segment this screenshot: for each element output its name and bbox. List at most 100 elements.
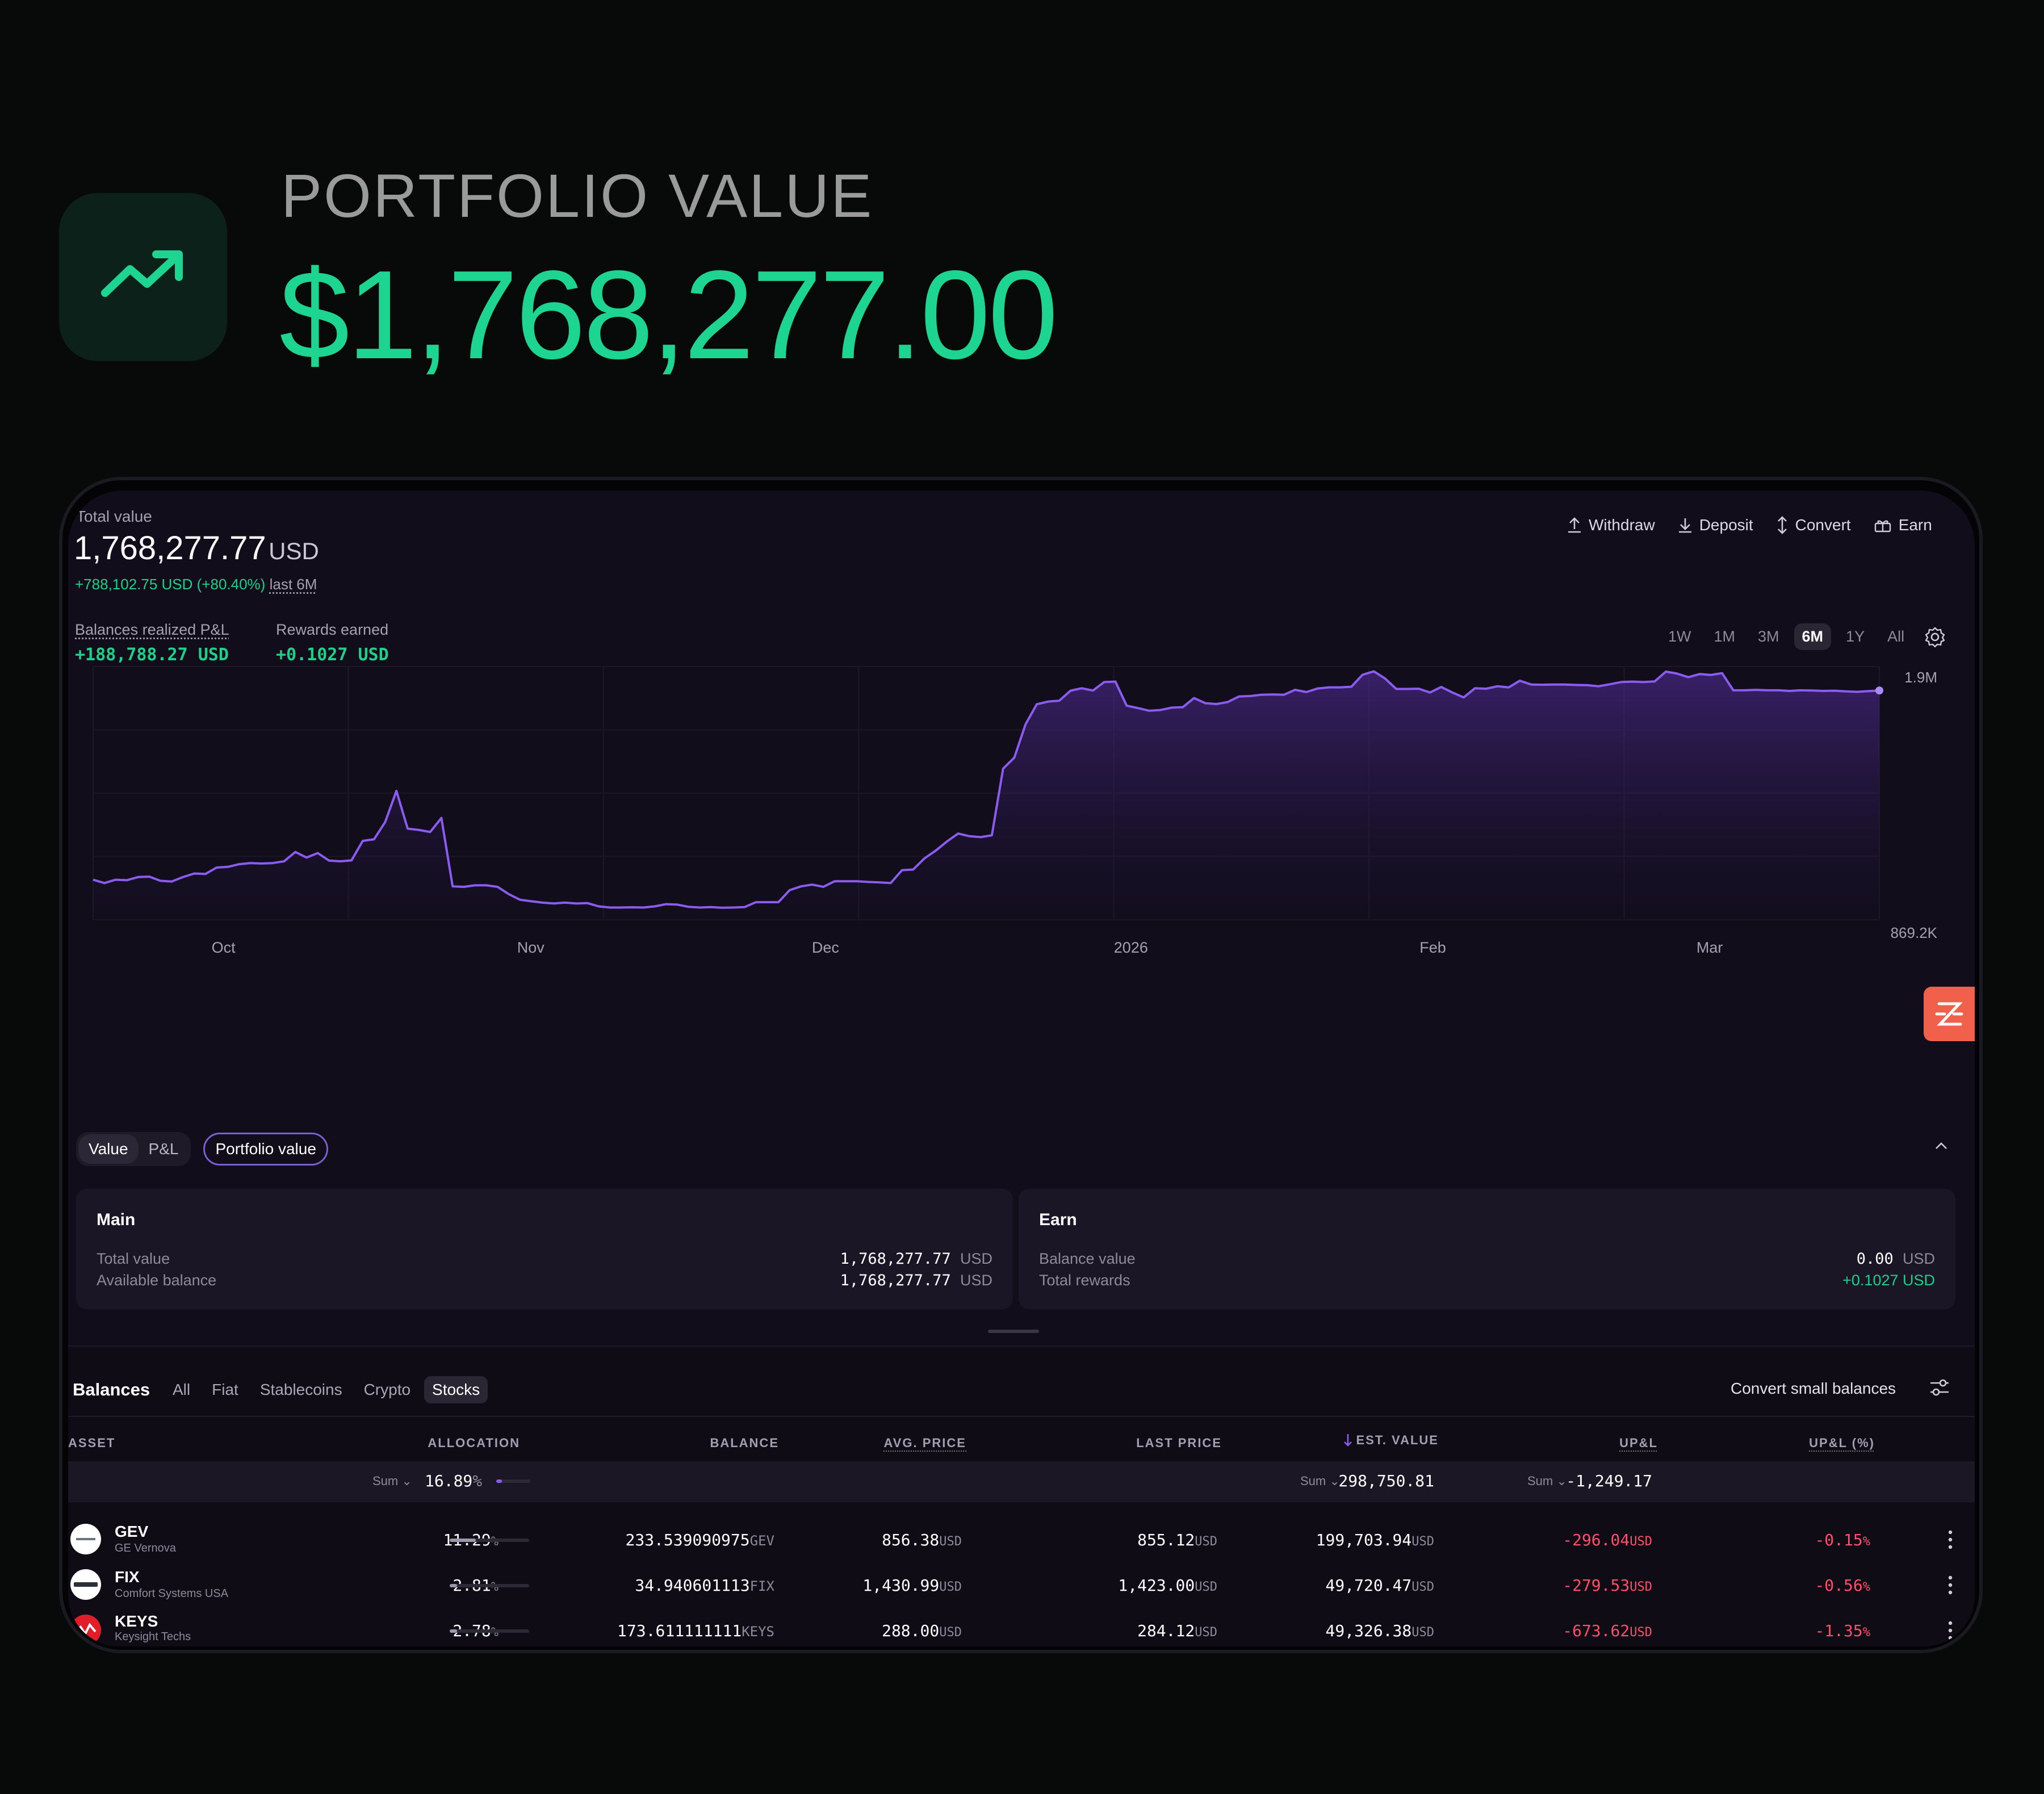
upl-pct-value: -0.15% [1815,1531,1870,1549]
last-price-value: 855.12USD [1137,1531,1217,1549]
upl-pct-amount: -1.35 [1815,1621,1863,1640]
floating-helper-button[interactable] [1924,987,1975,1041]
chart-y-label: 1.9M [1904,669,1937,686]
chart-x-tick: Dec [812,939,839,956]
avg-price-value: 856.38USD [882,1531,962,1549]
earn-card: Earn Balance value Total rewards 0.00 US… [1019,1189,1955,1309]
sum-value-label: Sum ⌄ [1300,1474,1340,1488]
tab-fiat[interactable]: Fiat [212,1381,238,1398]
earn-card-title: Earn [1039,1210,1077,1229]
last-price-amount: 855.12 [1137,1531,1195,1549]
asset-name: Comfort Systems USA [115,1587,229,1600]
gev-logo [70,1524,101,1554]
convert-button[interactable]: Convert [1776,515,1851,535]
chart-area-fill [93,671,1879,920]
avg-price-value: 288.00USD [882,1621,962,1640]
balance-amount: 34.940601113 [635,1576,750,1595]
drag-handle[interactable] [988,1330,1039,1333]
asset-name: Keysight Techs [115,1630,191,1643]
toggle-pnl[interactable]: P&L [148,1140,179,1158]
filter-sliders-icon[interactable] [1928,1377,1951,1398]
row-more-vertical-icon[interactable] [1947,1575,1953,1595]
est-value-unit: USD [1411,1625,1434,1640]
upl-pct-amount: -0.56 [1815,1576,1863,1595]
realized-pnl-label[interactable]: Balances realized P&L [75,621,229,638]
total-change-value: +788,102.75 USD (+80.40%) [75,576,266,593]
upl-value: -279.53USD [1563,1576,1652,1595]
timeframe-1m[interactable]: 1M [1714,628,1736,645]
withdraw-button[interactable]: Withdraw [1567,515,1655,535]
sum-row [68,1461,1975,1502]
portfolio-chart[interactable]: Oct Nov Dec 2026 Feb Mar 1.9M 869.2K [68,661,1975,1092]
col-upl-pct[interactable]: UP&L (%) [1809,1436,1875,1450]
period-label[interactable]: last 6M [269,576,317,593]
collapse-chevron-up-icon[interactable] [1933,1140,1950,1151]
upl-value: -673.62USD [1563,1621,1652,1640]
sum-allocation-bar [496,1479,530,1483]
sort-down-arrow-icon [1344,1434,1352,1447]
col-last-price[interactable]: LAST PRICE [1136,1436,1222,1450]
row-more-vertical-icon[interactable] [1947,1529,1953,1550]
table-row[interactable]: FIX Comfort Systems USA 2.81% 34.9406011… [68,1562,1975,1608]
tab-stablecoins[interactable]: Stablecoins [259,1381,342,1398]
table-row[interactable]: KEYS Keysight Techs 2.78% 173.611111111K… [68,1608,1975,1646]
upl-pct-value: -0.56% [1815,1576,1870,1595]
chart-x-tick: Feb [1419,939,1446,956]
timeframe-1y[interactable]: 1Y [1846,628,1865,645]
earn-balance-value: 0.00 USD [1857,1250,1935,1268]
upl-value: -296.04USD [1563,1531,1652,1549]
realized-pnl-value: +188,788.27 USD [75,645,229,665]
timeframe-all[interactable]: All [1887,628,1905,645]
balance-unit: KEYS [742,1624,774,1640]
col-upl[interactable]: UP&L [1619,1436,1658,1450]
col-allocation[interactable]: ALLOCATION [428,1436,520,1450]
main-total-amount: 1,768,277.77 [840,1250,951,1268]
table-row[interactable]: GEV GE Vernova 11.29% 233.539090975GEV 8… [68,1517,1975,1562]
upl-pct-sign: % [1862,1580,1870,1594]
gear-icon[interactable] [1924,626,1946,648]
est-value-value: 199,703.94USD [1316,1531,1434,1549]
withdraw-icon [1568,517,1581,533]
total-value-label: Total value [76,508,152,525]
convert-icon [1777,516,1787,534]
main-total-unit: USD [960,1250,992,1267]
chart-y-label: 869.2K [1891,924,1938,941]
chart-x-tick: Nov [517,939,545,956]
row-more-vertical-icon[interactable] [1947,1620,1953,1641]
toggle-value[interactable]: Value [78,1134,139,1164]
balances-title: Balances [73,1380,150,1399]
col-est-value: EST. VALUE [1356,1433,1439,1447]
upl-unit: USD [1630,1535,1652,1549]
upl-pct-sign: % [1862,1535,1870,1549]
col-avg-price[interactable]: AVG. PRICE [883,1436,966,1450]
main-available-amount: 1,768,277.77 [840,1272,951,1289]
total-value-currency: USD [269,538,319,564]
balance-unit: GEV [749,1533,774,1549]
deposit-button[interactable]: Deposit [1678,515,1753,535]
col-est-value-sort[interactable]: EST. VALUE [1343,1433,1439,1448]
main-total-value: 1,768,277.77 USD [840,1250,992,1268]
keys-logo [70,1615,101,1645]
convert-small-balances-button[interactable]: Convert small balances [1731,1380,1896,1397]
col-asset[interactable]: ASSET [68,1436,116,1450]
action-bar: Withdraw Deposit Convert Earn [1567,515,1932,535]
total-change: +788,102.75 USD (+80.40%) last 6M [75,576,317,593]
zap-logo-icon [1935,1002,1963,1026]
timeframe-3m[interactable]: 3M [1758,628,1779,645]
tab-all[interactable]: All [173,1381,191,1398]
timeframe-6m[interactable]: 6M [1794,623,1832,650]
timeframe-1w[interactable]: 1W [1668,628,1691,645]
tab-stocks[interactable]: Stocks [424,1376,488,1403]
last-price-value: 284.12USD [1137,1621,1217,1640]
earn-button[interactable]: Earn [1874,515,1932,535]
col-balance[interactable]: BALANCE [710,1436,779,1450]
sum-upl-label: Sum ⌄ [1527,1474,1567,1488]
portfolio-value-chip[interactable]: Portfolio value [203,1133,328,1166]
total-value: 1,768,277.77 USD [74,529,319,567]
upl-pct-value: -1.35% [1815,1621,1870,1640]
balance-value: 34.940601113FIX [635,1576,774,1595]
tab-crypto[interactable]: Crypto [363,1381,411,1398]
hero-value: $1,768,277.00 [279,245,1058,385]
balance-amount: 173.611111111 [617,1621,742,1640]
rewards-label: Rewards earned [276,621,389,638]
